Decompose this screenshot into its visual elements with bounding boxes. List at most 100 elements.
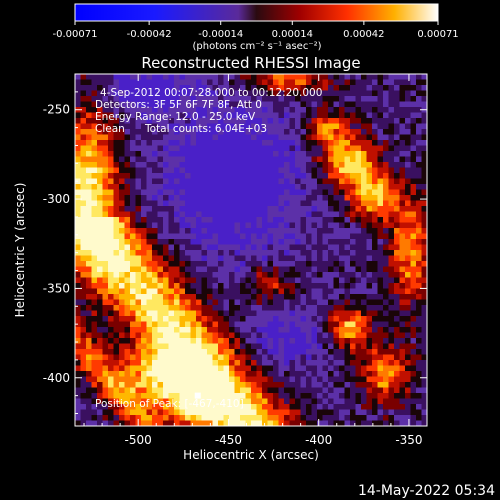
heatmap-cell — [262, 239, 268, 245]
heatmap-cell — [130, 74, 136, 80]
heatmap-cell — [174, 393, 180, 399]
heatmap-cell — [355, 189, 362, 196]
heatmap-cell — [361, 387, 367, 394]
heatmap-cell — [383, 123, 389, 130]
heatmap-cell — [234, 266, 241, 273]
heatmap-cell — [86, 343, 92, 350]
heatmap-cell — [141, 266, 147, 273]
heatmap-cell — [366, 228, 373, 234]
heatmap-cell — [80, 387, 87, 394]
heatmap-cell — [141, 189, 147, 196]
heatmap-cell — [91, 140, 98, 146]
heatmap-cell — [174, 310, 180, 317]
heatmap-cell — [113, 85, 120, 91]
heatmap-cell — [135, 145, 142, 152]
heatmap-cell — [322, 233, 329, 240]
heatmap-cell — [108, 338, 114, 344]
heatmap-cell — [234, 96, 241, 102]
heatmap-cell — [333, 173, 340, 179]
heatmap-cell — [146, 415, 153, 421]
heatmap-cell — [267, 74, 274, 80]
heatmap-cell — [240, 288, 246, 295]
heatmap-cell — [97, 173, 103, 179]
heatmap-cell — [383, 145, 389, 152]
heatmap-cell — [350, 327, 356, 333]
heatmap-cell — [251, 101, 257, 108]
heatmap-cell — [179, 382, 186, 388]
heatmap-cell — [80, 365, 87, 372]
heatmap-cell — [152, 184, 158, 190]
heatmap-cell — [377, 239, 384, 245]
heatmap-cell — [306, 222, 312, 229]
heatmap-cell — [394, 239, 400, 245]
heatmap-cell — [218, 277, 224, 284]
heatmap-cell — [377, 222, 384, 229]
heatmap-cell — [80, 310, 87, 317]
heatmap-cell — [212, 118, 219, 124]
heatmap-cell — [91, 156, 98, 163]
heatmap-cell — [251, 420, 257, 426]
heatmap-cell — [179, 360, 186, 366]
heatmap-cell — [322, 222, 329, 229]
heatmap-cell — [273, 140, 279, 146]
heatmap-cell — [410, 85, 417, 91]
heatmap-cell — [421, 338, 427, 344]
heatmap-cell — [300, 129, 307, 135]
heatmap-cell — [273, 162, 279, 168]
heatmap-cell — [185, 382, 191, 388]
heatmap-cell — [223, 321, 230, 328]
heatmap-cell — [377, 206, 384, 212]
heatmap-cell — [234, 420, 241, 426]
heatmap-cell — [295, 189, 301, 196]
heatmap-cell — [350, 167, 356, 174]
heatmap-cell — [245, 96, 252, 102]
heatmap-cell — [218, 371, 224, 377]
heatmap-cell — [328, 365, 334, 372]
heatmap-cell — [152, 156, 158, 163]
heatmap-cell — [372, 233, 378, 240]
heatmap-cell — [245, 261, 252, 267]
heatmap-cell — [350, 266, 356, 273]
heatmap-cell — [113, 228, 120, 234]
heatmap-cell — [355, 321, 362, 328]
heatmap-cell — [339, 250, 345, 256]
heatmap-cell — [80, 200, 87, 207]
heatmap-cell — [322, 272, 329, 278]
heatmap-cell — [383, 409, 389, 416]
heatmap-cell — [196, 277, 202, 284]
heatmap-cell — [333, 162, 340, 168]
heatmap-cell — [196, 321, 202, 328]
heatmap-cell — [300, 338, 307, 344]
heatmap-cell — [75, 382, 81, 388]
heatmap-cell — [405, 343, 411, 350]
heatmap-cell — [273, 101, 279, 108]
heatmap-cell — [234, 162, 241, 168]
heatmap-cell — [174, 129, 180, 135]
heatmap-cell — [135, 211, 142, 218]
heatmap-cell — [86, 222, 92, 229]
heatmap-cell — [295, 107, 301, 113]
heatmap-cell — [322, 173, 329, 179]
heatmap-cell — [251, 134, 257, 141]
colorbar — [74, 3, 439, 22]
heatmap-cell — [289, 321, 296, 328]
heatmap-cell — [372, 316, 378, 322]
heatmap-cell — [141, 134, 147, 141]
heatmap-cell — [86, 277, 92, 284]
heatmap-cell — [333, 365, 340, 372]
heatmap-cell — [119, 261, 125, 267]
heatmap-cell — [190, 244, 197, 251]
heatmap-cell — [146, 327, 153, 333]
heatmap-cell — [119, 420, 125, 426]
heatmap-cell — [344, 354, 351, 361]
heatmap-cell — [86, 107, 92, 113]
heatmap-cell — [355, 85, 362, 91]
heatmap-cell — [355, 200, 362, 207]
heatmap-cell — [366, 239, 373, 245]
heatmap-cell — [97, 327, 103, 333]
heatmap-cell — [410, 162, 417, 168]
heatmap-cell — [322, 239, 329, 245]
heatmap-cell — [421, 261, 427, 267]
heatmap-cell — [284, 173, 290, 179]
heatmap-cell — [339, 200, 345, 207]
